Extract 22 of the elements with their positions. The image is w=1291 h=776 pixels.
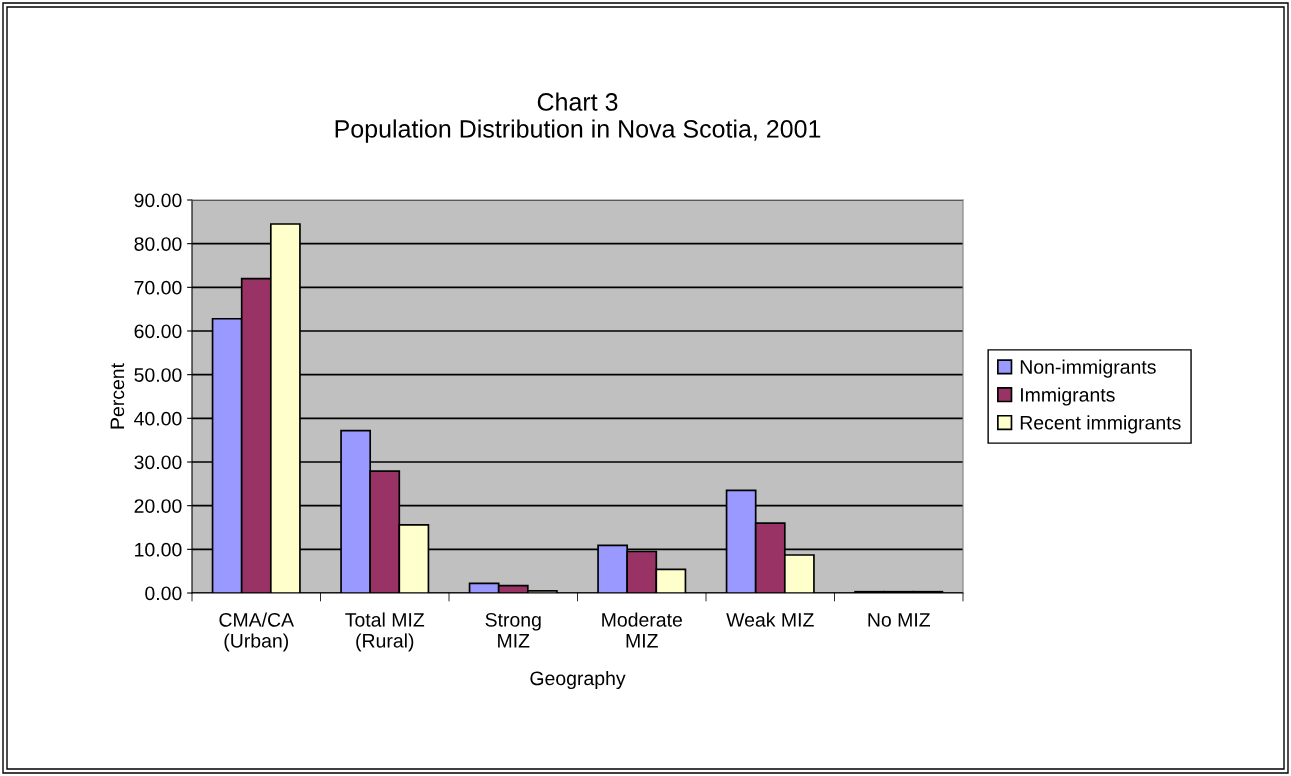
y-tick-label: 70.00 (134, 280, 182, 295)
y-tick-label: 60.00 (134, 324, 182, 339)
x-tick-label: Total MIZ (Rural) (345, 612, 425, 652)
x-tick-label: No MIZ (868, 613, 931, 627)
chart-title: Chart 3 Population Distribution in Nova Scotia, 2001 (335, 92, 821, 143)
y-tick-label: 50.00 (134, 368, 182, 382)
y-axis-title: Percent (110, 363, 125, 429)
y-tick-label: 90.00 (134, 193, 182, 208)
x-tick-label: Weak MIZ (726, 612, 814, 627)
x-tick-label: CMA/CA (Urban) (219, 612, 295, 652)
x-tick-label: Strong MIZ (485, 612, 541, 648)
y-tick-label: 80.00 (134, 237, 182, 251)
legend-label: Recent immigrants (1020, 415, 1181, 434)
y-tick-label: 10.00 (135, 542, 182, 557)
y-tick-label: 30.00 (134, 455, 182, 470)
y-tick-label: 20.00 (134, 499, 182, 513)
legend-label: Non-immigrants (1020, 359, 1156, 378)
legend-label: Immigrants (1021, 387, 1115, 406)
y-tick-label: 40.00 (134, 411, 182, 426)
y-tick-label: 0.00 (145, 586, 182, 601)
x-tick-label: Moderate MIZ (602, 612, 682, 648)
x-axis-title: Geography (530, 670, 626, 690)
